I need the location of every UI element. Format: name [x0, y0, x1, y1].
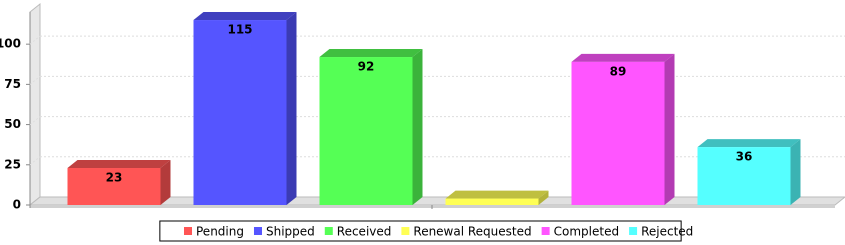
bar-side — [286, 12, 297, 205]
bar-top — [697, 139, 801, 148]
bar-top — [445, 190, 549, 199]
legend-label: Renewal Requested — [413, 225, 531, 239]
legend-swatch — [401, 227, 410, 235]
legend-swatch — [324, 227, 333, 235]
legend-swatch — [629, 227, 638, 235]
y-tick-label: 75 — [4, 77, 21, 91]
bar-top — [67, 160, 171, 169]
left-wall — [29, 2, 41, 207]
y-tick-label: 100 — [0, 37, 21, 51]
legend-box — [159, 220, 682, 242]
legend-label: Shipped — [266, 225, 315, 239]
bar — [193, 20, 287, 205]
data-label: 92 — [358, 60, 375, 74]
legend-label: Rejected — [641, 225, 693, 239]
bar-top — [319, 49, 423, 58]
bar-top — [571, 53, 675, 62]
bar — [319, 57, 413, 206]
legend-swatch — [184, 227, 192, 235]
bar-side — [664, 53, 675, 205]
y-tick-label: 0 — [13, 198, 21, 212]
bar — [697, 147, 791, 205]
legend-label: Completed — [554, 225, 619, 239]
legend-label: Received — [337, 225, 392, 239]
bar-top — [193, 12, 297, 21]
bar-side — [160, 160, 171, 205]
legend-label: Pending — [196, 225, 244, 239]
bar-side — [412, 49, 423, 206]
data-label: 36 — [736, 150, 753, 164]
y-tick-label: 25 — [4, 157, 21, 171]
bar — [571, 61, 665, 205]
data-label: 89 — [610, 64, 627, 78]
bar — [445, 198, 539, 205]
legend-swatch — [253, 227, 262, 235]
data-label: 23 — [106, 171, 123, 185]
y-tick-label: 50 — [4, 117, 21, 131]
bar-side — [538, 190, 549, 205]
data-label: 115 — [227, 23, 252, 37]
bar — [67, 168, 161, 205]
bar-side — [790, 139, 801, 205]
legend-swatch — [541, 227, 550, 235]
